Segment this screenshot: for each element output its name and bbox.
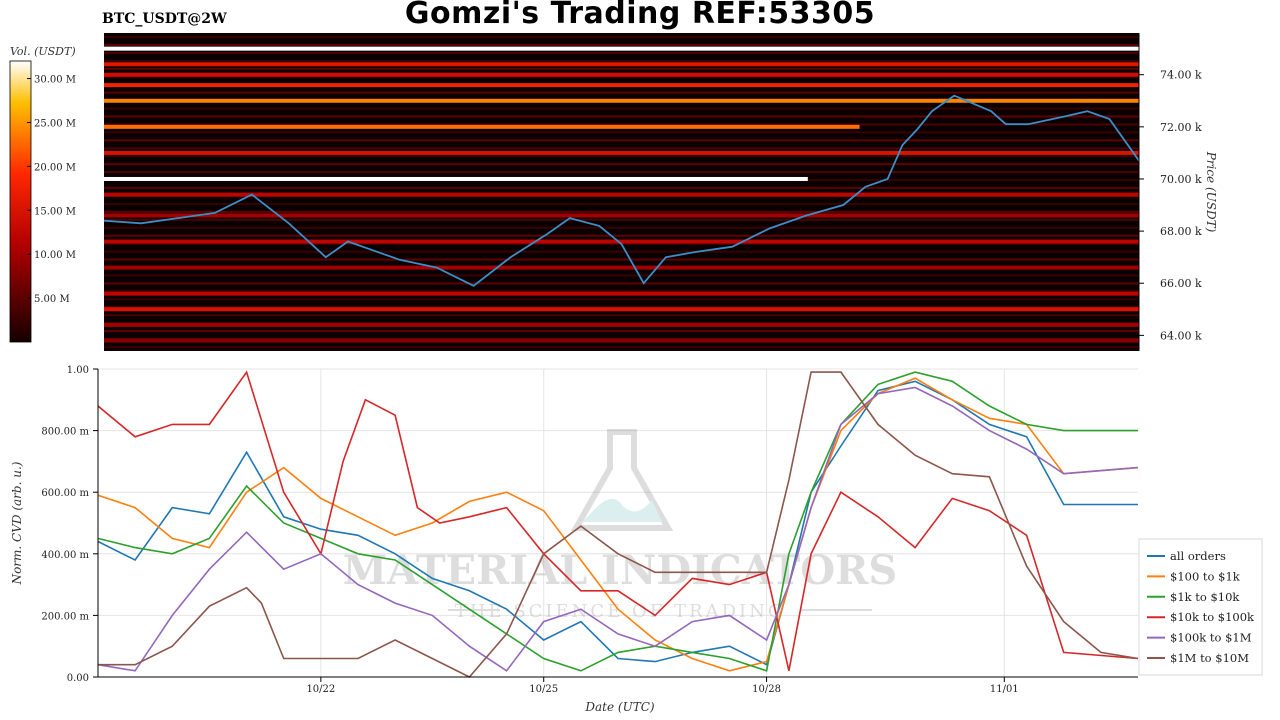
heatmap-texture-band [104,330,1139,333]
cvd-series-line [97,380,1138,666]
cvd-x-tick-label: 10/25 [529,684,558,695]
price-axis-tick-label: 68.00 k [1160,225,1202,238]
pair-label: BTC_USDT@2W [102,11,227,27]
heatmap-texture-band [104,282,1139,285]
heatmap-band [104,265,1139,270]
heatmap-texture-band [104,258,1139,261]
colorbar-tick-label: 25.00 M [34,118,76,129]
heatmap-band [104,124,860,129]
heatmap-band [104,72,1139,77]
heatmap-texture-band [104,250,1139,253]
legend-entry-label: $1k to $10k [1170,590,1240,604]
heatmap-texture-band [104,274,1139,277]
cvd-series-line [97,377,1139,672]
colorbar-tick-label: 5.00 M [34,294,70,305]
heatmap-texture-band [104,43,1139,46]
cvd-y-axis-label: Norm. CVD (arb. u.) [10,461,24,585]
colorbar-tick-label: 10.00 M [34,250,76,261]
heatmap-texture-band [104,226,1139,229]
heatmap-texture-band [104,298,1139,301]
price-axis-tick-label: 74.00 k [1160,69,1202,82]
heatmap-texture-band [104,187,1139,190]
price-axis-label: Price (USDT) [1204,151,1218,233]
price-line [103,94,1140,287]
heatmap-texture-band [104,147,1139,150]
price-axis-tick-label: 66.00 k [1160,277,1202,290]
heatmap-texture-band [104,67,1139,70]
heatmap-band [104,213,1139,218]
legend-entry-label: all orders [1170,549,1226,563]
heatmap-texture-band [104,290,1139,293]
heatmap-band [104,192,1139,197]
colorbar-tick-label: 15.00 M [34,206,76,217]
heatmap-texture-band [104,131,1139,134]
price-axis-tick-label: 70.00 k [1160,173,1202,186]
heatmap-texture-band [104,218,1139,221]
heatmap-texture-band [104,171,1139,174]
heatmap-texture-band [104,75,1139,78]
heatmap-band [104,338,1139,343]
cvd-series-line [97,370,1139,671]
heatmap-texture-band [104,346,1139,349]
colorbar [9,60,32,343]
colorbar-tick-label: 20.00 M [34,162,76,173]
heatmap-band [104,291,1139,296]
cvd-y-tick-label: 800.00 m [41,427,89,438]
heatmap-texture-band [104,202,1139,205]
heatmap-band [104,98,1139,103]
cvd-y-tick-label: 600.00 m [41,488,89,499]
heatmap-band [104,307,1139,312]
heatmap-texture-band [104,234,1139,237]
heatmap-band [104,62,1139,67]
heatmap-texture-band [104,123,1139,126]
heatmap-band [104,322,1139,327]
heatmap-texture-band [104,314,1139,317]
heatmap-texture-band [104,59,1139,62]
heatmap-texture-band [104,107,1139,110]
heatmap-texture-band [104,35,1139,38]
heatmap-texture-band [104,210,1139,213]
price-axis-tick-label: 64.00 k [1160,329,1202,342]
cvd-x-tick-label: 10/28 [752,684,781,695]
heatmap-band [104,150,1139,155]
watermark-flask-liquid-icon [582,498,662,522]
colorbar-tick-label: 30.00 M [34,75,76,86]
chart-main-title: Gomzi's Trading REF:53305 [404,0,876,31]
watermark-flask-icon [570,429,674,531]
heatmap-band [104,176,808,181]
legend-entry-label: $1M to $10M [1170,651,1249,665]
cvd-y-tick-label: 0.00 [67,673,89,684]
heatmap-texture-band [104,139,1139,142]
heatmap-band [104,46,1139,51]
colorbar-label: Vol. (USDT) [10,45,76,58]
legend-entry-label: $10k to $100k [1170,610,1255,624]
cvd-x-axis-label: Date (UTC) [584,700,654,714]
heatmap-texture-band [104,91,1139,94]
cvd-series-line [98,371,1139,678]
legend-entry-label: $100k to $1M [1170,631,1252,645]
heatmap-background [104,33,1139,351]
heatmap-texture-band [104,155,1139,158]
heatmap-texture-band [104,306,1139,309]
heatmap-band [104,239,1139,244]
heatmap-band [104,83,1139,88]
heatmap-texture-band [104,115,1139,118]
cvd-x-tick-label: 10/22 [306,684,335,695]
legend-box [1138,538,1263,676]
watermark-tagline: THE SCIENCE OF TRADING [455,601,786,622]
cvd-y-tick-label: 1.00 [67,365,89,376]
cvd-y-tick-label: 400.00 m [41,550,89,561]
cvd-series-line [97,371,1138,672]
heatmap-texture-band [104,51,1139,54]
heatmap-texture-band [104,163,1139,166]
legend-entry-label: $100 to $1k [1170,569,1241,583]
cvd-y-tick-label: 200.00 m [41,611,89,622]
cvd-series-line [97,386,1139,672]
price-axis-tick-label: 72.00 k [1160,121,1202,134]
cvd-x-tick-label: 11/01 [990,684,1019,695]
